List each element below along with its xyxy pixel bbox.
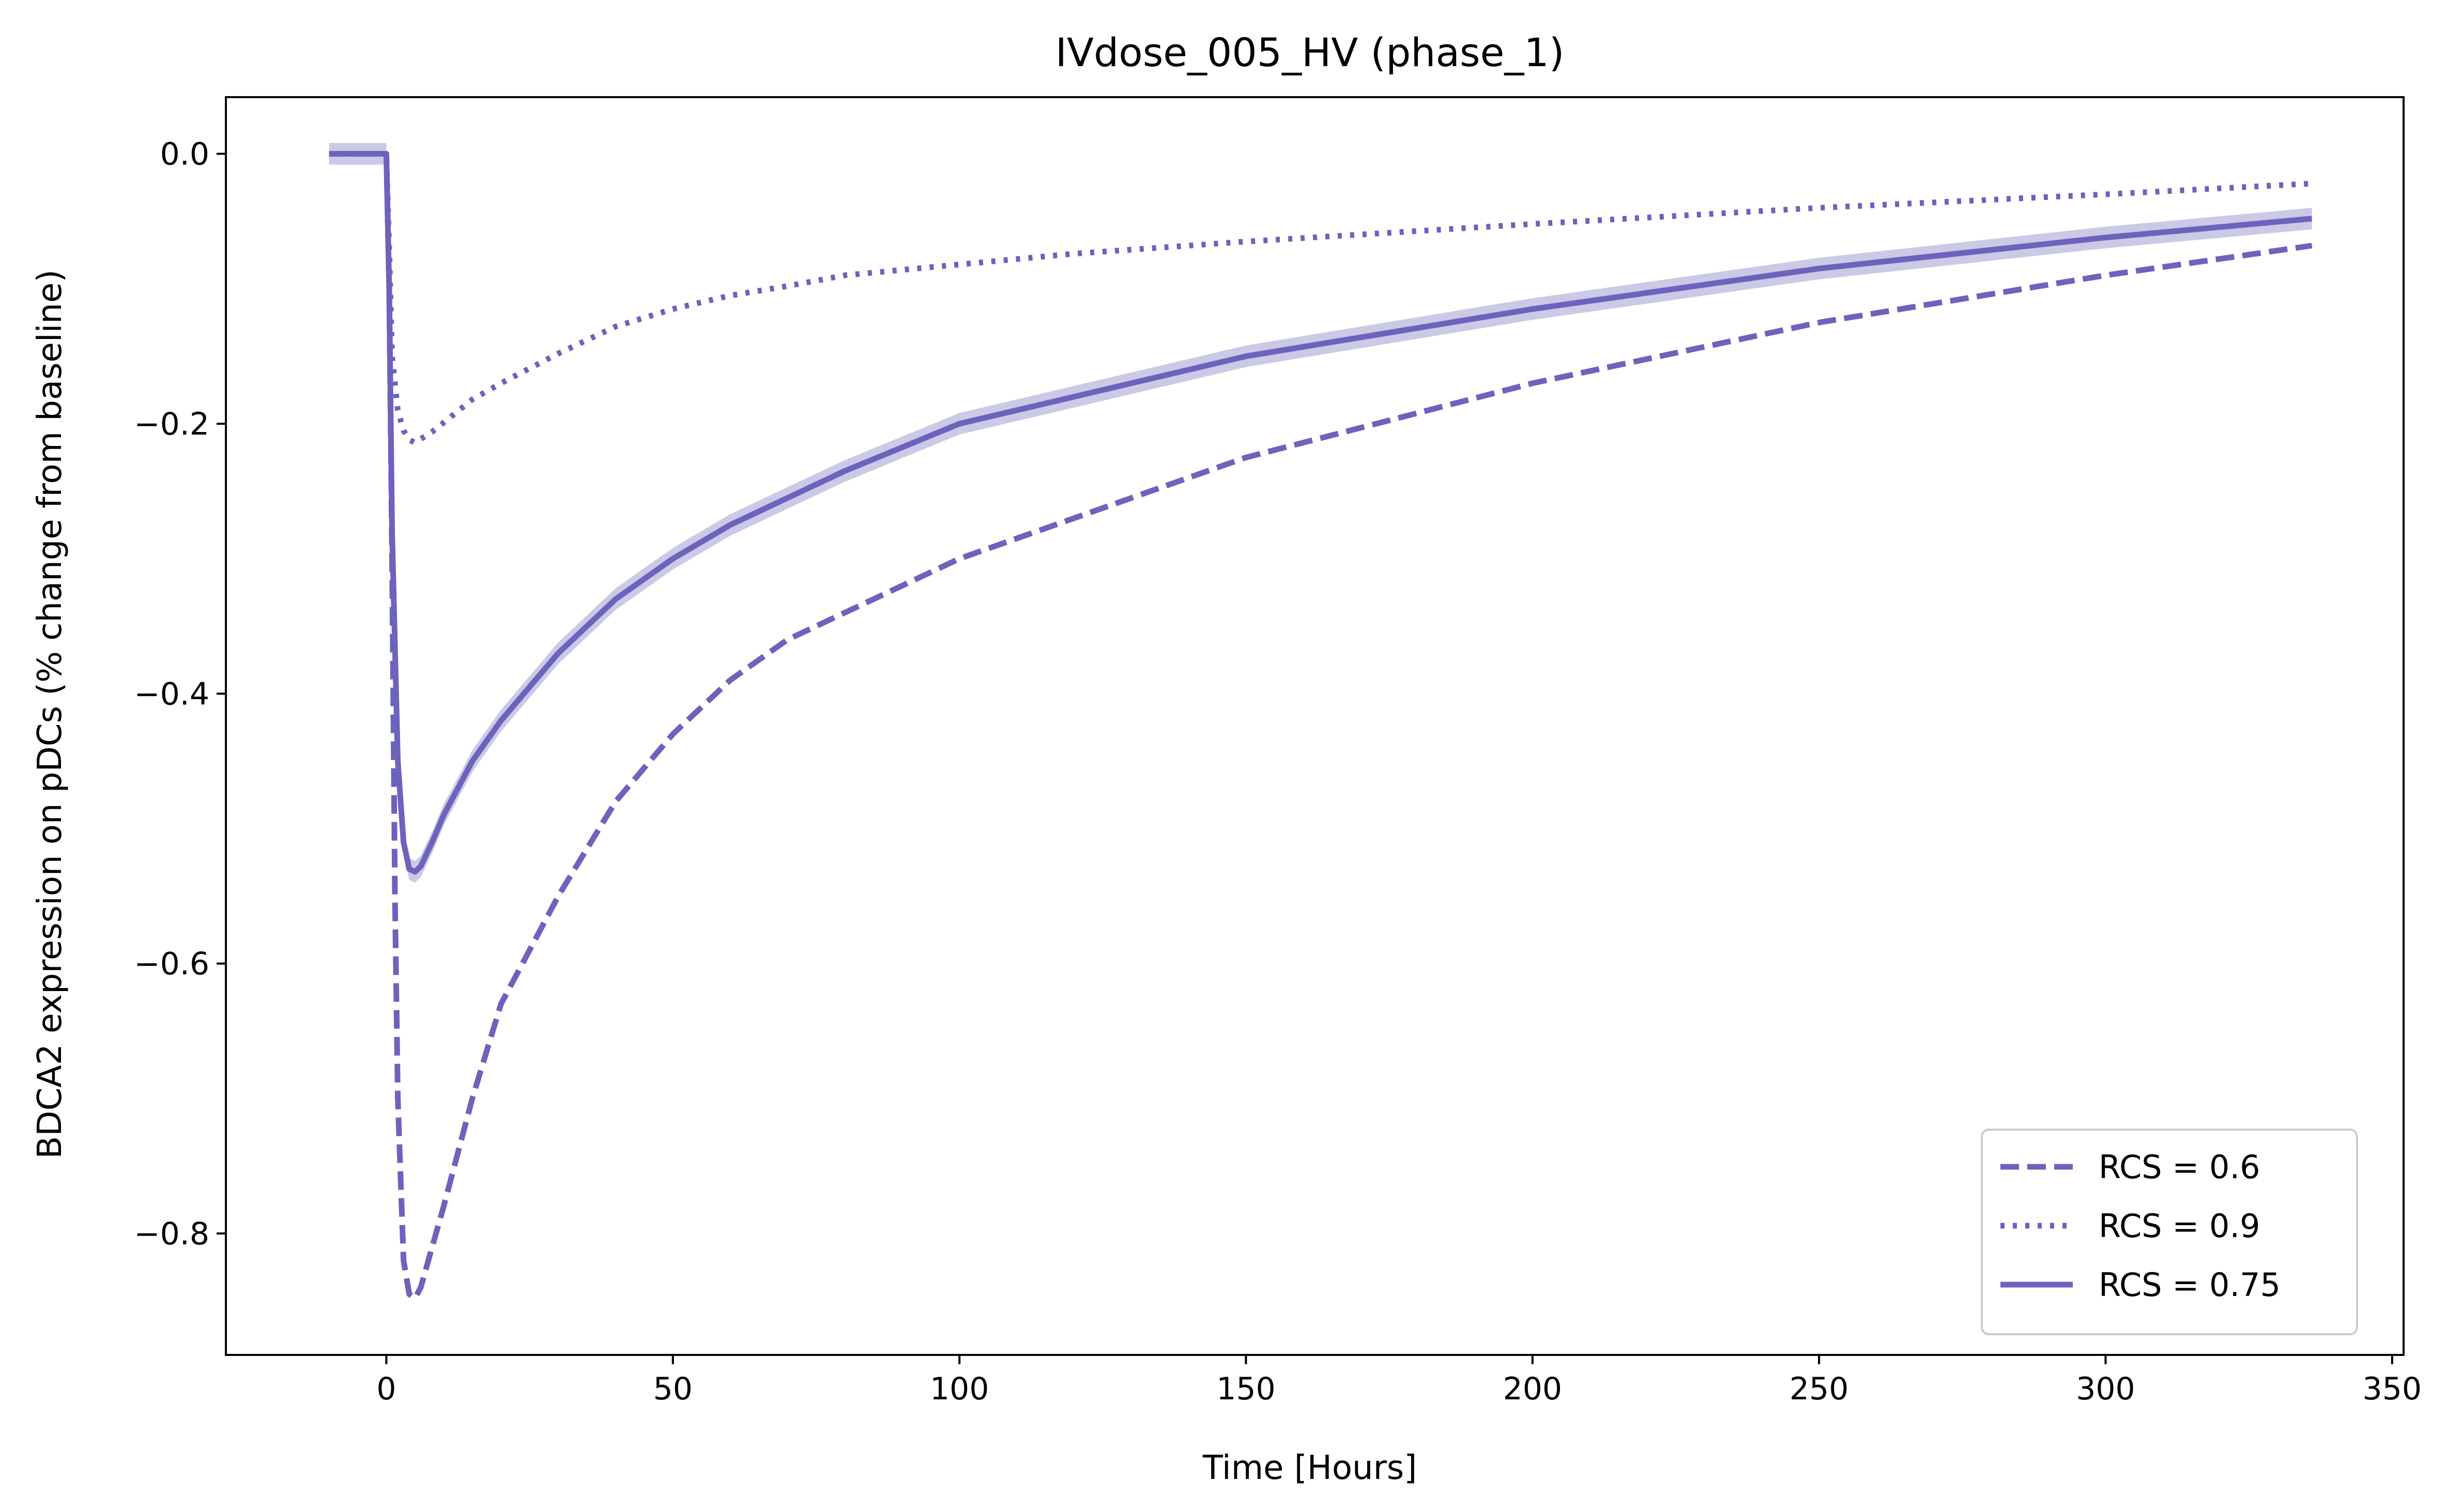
x-tick-label: 100 bbox=[930, 1371, 989, 1407]
legend-label: RCS = 0.75 bbox=[2099, 1266, 2281, 1304]
x-tick-label: 200 bbox=[1503, 1371, 1563, 1407]
x-tick-label: 300 bbox=[2076, 1371, 2135, 1407]
axis-ticks: 0 50 100 150 200 250 300 350 0.0 −0.2 −0.4 −0.6 −0.8 bbox=[134, 136, 2422, 1407]
legend-label: RCS = 0.9 bbox=[2099, 1207, 2260, 1245]
legend-box bbox=[1981, 1129, 2358, 1335]
x-tick-label: 250 bbox=[1790, 1371, 1849, 1407]
x-tick-label: 0 bbox=[376, 1371, 396, 1407]
y-tick-label: 0.0 bbox=[160, 136, 209, 173]
x-axis-title: Time [Hours] bbox=[1202, 1449, 1417, 1487]
x-tick-label: 350 bbox=[2363, 1371, 2422, 1407]
x-tick-label: 150 bbox=[1216, 1371, 1276, 1407]
chart-title: IVdose_005_HV (phase_1) bbox=[1056, 29, 1565, 75]
plot-area bbox=[329, 143, 2313, 1301]
y-tick-label: −0.2 bbox=[134, 406, 209, 442]
series-line-solid bbox=[329, 151, 2313, 875]
y-tick-label: −0.8 bbox=[134, 1216, 209, 1252]
x-tick-label: 50 bbox=[653, 1371, 693, 1407]
y-axis-title: BDCA2 expression on pDCs (% change from … bbox=[31, 270, 69, 1159]
series-line-dashed bbox=[329, 151, 2313, 1301]
y-tick-label: −0.6 bbox=[134, 946, 209, 982]
axes-frame bbox=[225, 96, 2405, 1356]
y-tick-label: −0.4 bbox=[134, 676, 209, 712]
legend-label: RCS = 0.6 bbox=[2099, 1148, 2260, 1186]
legend: RCS = 0.6 RCS = 0.9 RCS = 0.75 bbox=[1981, 1129, 2358, 1335]
